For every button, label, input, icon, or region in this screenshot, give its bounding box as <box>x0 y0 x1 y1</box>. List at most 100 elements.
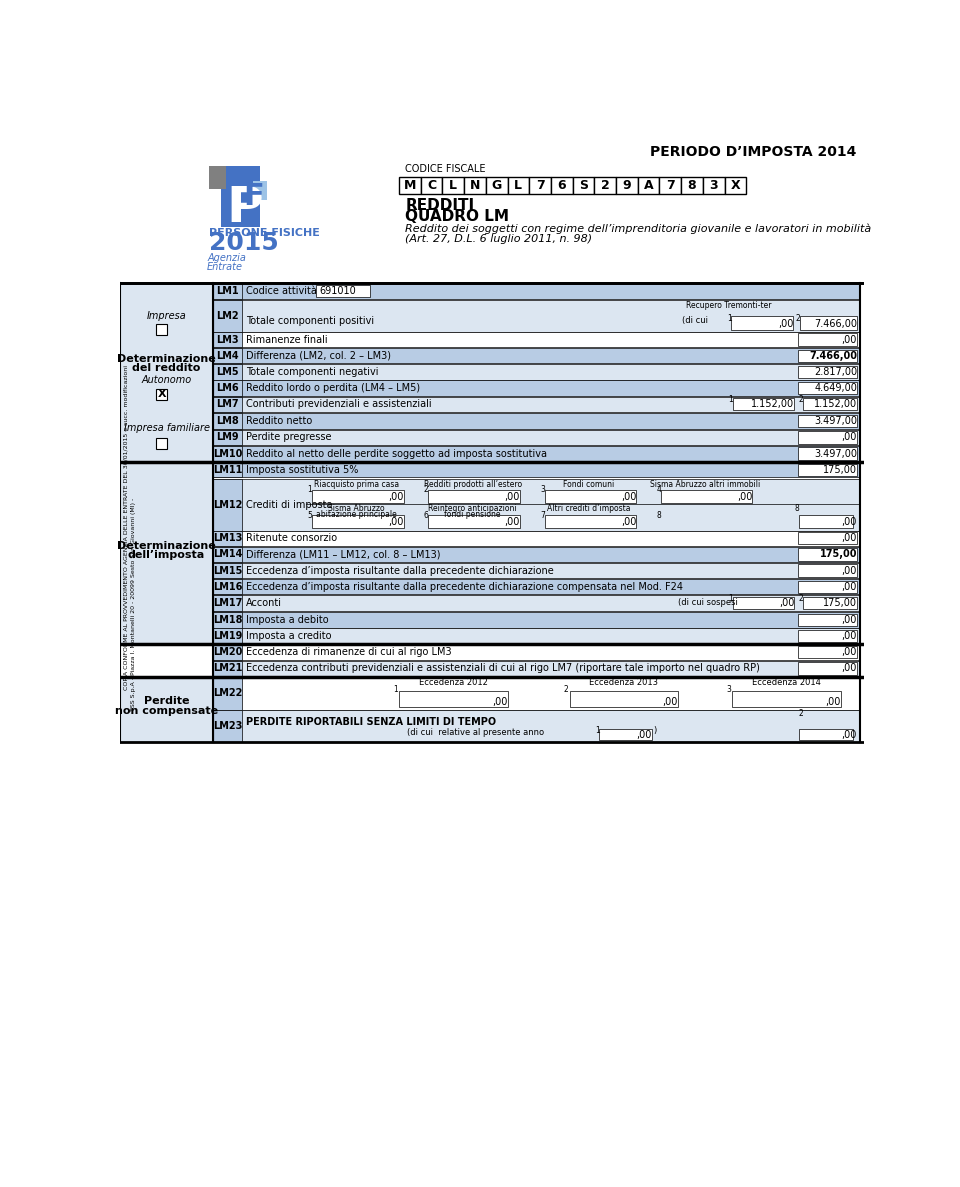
Text: ,00: ,00 <box>842 631 857 641</box>
Text: ,00: ,00 <box>842 335 857 344</box>
Bar <box>213 531 860 546</box>
Bar <box>312 515 403 528</box>
Text: Redditi prodotti all’estero: Redditi prodotti all’estero <box>423 480 521 489</box>
Text: ,00: ,00 <box>842 615 857 624</box>
Text: LM7: LM7 <box>216 399 239 410</box>
Text: Contributi previdenziali e assistenziali: Contributi previdenziali e assistenziali <box>247 399 432 410</box>
Text: LM18: LM18 <box>213 615 243 624</box>
Bar <box>213 661 860 677</box>
Bar <box>399 177 420 193</box>
Text: 1.152,00: 1.152,00 <box>751 399 794 410</box>
Bar <box>681 177 703 193</box>
Bar <box>486 177 508 193</box>
Bar <box>798 662 857 674</box>
Text: Eccedenza 2014: Eccedenza 2014 <box>752 679 821 687</box>
Text: PERIODO D’IMPOSTA 2014: PERIODO D’IMPOSTA 2014 <box>650 145 856 159</box>
Bar <box>213 677 243 710</box>
Text: Impresa familiare: Impresa familiare <box>124 424 209 433</box>
Bar <box>660 490 753 503</box>
Text: abitazione principale: abitazione principale <box>316 510 396 519</box>
Text: 3: 3 <box>709 179 718 192</box>
Bar <box>594 177 616 193</box>
Text: ,00: ,00 <box>662 697 678 706</box>
Text: C: C <box>427 179 436 192</box>
Text: 8: 8 <box>794 503 799 513</box>
Bar <box>213 396 243 412</box>
Text: 1: 1 <box>595 726 600 735</box>
Text: Entrate: Entrate <box>206 262 243 272</box>
Bar <box>798 382 857 394</box>
Text: 1: 1 <box>393 685 397 693</box>
Text: ,00: ,00 <box>842 647 857 658</box>
Bar <box>213 547 243 563</box>
Bar <box>213 612 243 628</box>
Bar <box>213 413 243 429</box>
Bar <box>798 349 857 362</box>
Text: Imposta a debito: Imposta a debito <box>247 615 329 624</box>
Bar <box>420 177 443 193</box>
Text: ,00: ,00 <box>505 491 520 502</box>
Text: Sisma Abruzzo: Sisma Abruzzo <box>328 503 385 513</box>
Bar <box>798 580 857 592</box>
Text: Determinazione: Determinazione <box>117 540 216 551</box>
Bar <box>551 177 572 193</box>
Text: ,00: ,00 <box>842 533 857 544</box>
Bar <box>213 645 243 660</box>
Text: ,00: ,00 <box>826 697 841 706</box>
Text: LM2: LM2 <box>216 311 239 320</box>
Text: Sisma Abruzzo altri immobili: Sisma Abruzzo altri immobili <box>650 480 760 489</box>
Bar <box>213 380 243 395</box>
Bar <box>213 645 860 660</box>
Bar <box>798 646 857 659</box>
Bar <box>156 324 167 335</box>
Text: 8: 8 <box>657 510 661 520</box>
Bar <box>120 284 213 462</box>
Text: ,00: ,00 <box>636 730 652 740</box>
Text: Perdite pregresse: Perdite pregresse <box>247 432 332 443</box>
Bar <box>213 478 243 531</box>
Text: Totale componenti positivi: Totale componenti positivi <box>247 316 374 325</box>
Text: LM19: LM19 <box>213 631 243 641</box>
Text: Reddito lordo o perdita (LM4 – LM5): Reddito lordo o perdita (LM4 – LM5) <box>247 383 420 393</box>
Bar <box>544 490 636 503</box>
Bar <box>798 447 857 459</box>
Text: ,00: ,00 <box>737 491 753 502</box>
Text: Reintegro anticipazioni: Reintegro anticipazioni <box>428 503 516 513</box>
Bar <box>213 661 243 677</box>
Text: (di cui  relative al presente anno: (di cui relative al presente anno <box>407 728 544 737</box>
Text: 175,00: 175,00 <box>820 550 857 559</box>
Text: 5: 5 <box>307 510 312 520</box>
Bar <box>428 515 520 528</box>
Bar <box>798 548 857 560</box>
Text: ,00: ,00 <box>842 730 857 740</box>
Bar <box>213 348 243 363</box>
Text: Fondi comuni: Fondi comuni <box>564 480 614 489</box>
Text: 2015: 2015 <box>209 231 278 255</box>
Bar <box>798 366 857 379</box>
Bar <box>599 729 652 740</box>
Text: 6: 6 <box>558 179 566 192</box>
Text: LM23: LM23 <box>213 721 243 731</box>
Text: 2.817,00: 2.817,00 <box>814 367 857 377</box>
Text: COPIA CONFORME AL PROVVEDIMENTO AGENZIA DELLE ENTRATE DEL 30/01/2015 e succ. mod: COPIA CONFORME AL PROVVEDIMENTO AGENZIA … <box>124 364 129 690</box>
Bar <box>253 180 267 201</box>
Bar <box>798 614 857 626</box>
Bar <box>798 415 857 427</box>
Text: 2: 2 <box>798 594 803 603</box>
Bar <box>120 677 213 742</box>
Bar <box>703 177 725 193</box>
Bar <box>529 177 551 193</box>
Bar <box>213 284 243 299</box>
Bar <box>213 628 860 643</box>
Text: 7: 7 <box>536 179 544 192</box>
Bar <box>798 532 857 545</box>
Bar <box>213 612 860 628</box>
Text: P: P <box>227 184 263 231</box>
Text: 4.649,00: 4.649,00 <box>814 383 857 393</box>
Bar <box>799 729 853 740</box>
Text: Reddito dei soggetti con regime dell’imprenditoria giovanile e lavoratori in mob: Reddito dei soggetti con regime dell’imp… <box>405 223 872 234</box>
Bar <box>428 490 520 503</box>
Text: ): ) <box>653 726 657 735</box>
Bar <box>213 364 860 380</box>
Text: 2: 2 <box>798 395 803 404</box>
